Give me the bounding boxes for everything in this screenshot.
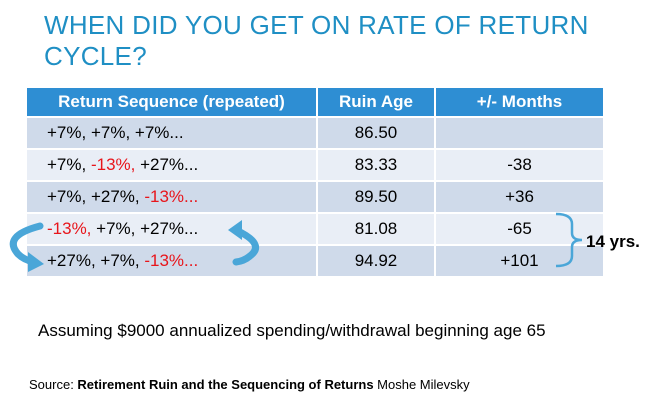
months-cell: +36	[435, 180, 603, 213]
return-value: +7%,	[100, 251, 145, 270]
months-cell: -38	[435, 148, 603, 181]
return-value: +7%,	[90, 123, 135, 142]
return-value: -13%,	[47, 219, 97, 238]
return-value: +7%,	[47, 123, 91, 142]
table-row: +7%, -13%, +27%... 83.33 -38	[27, 148, 603, 181]
ruin-age-cell: 83.33	[317, 148, 436, 181]
ruin-age-cell: 86.50	[317, 116, 436, 149]
return-sequence-cell: +7%, +7%, +7%...	[27, 116, 318, 149]
return-value: -13%,	[90, 155, 141, 174]
swap-arrow-right-head-icon	[228, 220, 242, 240]
table-row: -13%, +7%, +27%... 81.08 -65	[27, 212, 603, 245]
return-sequence-table: Return Sequence (repeated) Ruin Age +/- …	[27, 88, 603, 276]
ruin-age-cell: 89.50	[317, 180, 436, 213]
header-return-sequence: Return Sequence (repeated)	[27, 88, 318, 117]
source-citation: Source: Retirement Ruin and the Sequenci…	[29, 377, 470, 392]
table-row: +7%, +7%, +7%... 86.50	[27, 116, 603, 149]
brace-icon	[555, 212, 583, 268]
return-value: +27%,	[90, 187, 145, 206]
ruin-age-cell: 81.08	[317, 212, 436, 245]
source-title: Retirement Ruin and the Sequencing of Re…	[77, 377, 374, 392]
return-value: +7%,	[47, 155, 91, 174]
return-sequence-cell: +27%, +7%, -13%...	[27, 244, 318, 276]
brace-label: 14 yrs.	[586, 232, 640, 251]
return-value: +7%,	[96, 219, 141, 238]
months-cell	[435, 116, 603, 149]
table-header-row: Return Sequence (repeated) Ruin Age +/- …	[27, 88, 603, 117]
return-value: +27%...	[140, 155, 199, 174]
return-sequence-cell: -13%, +7%, +27%...	[27, 212, 318, 245]
assumption-note: Assuming $9000 annualized spending/withd…	[38, 321, 546, 340]
return-value: +7%,	[47, 187, 91, 206]
table-row: +27%, +7%, -13%... 94.92 +101	[27, 244, 603, 276]
return-value: +7%...	[134, 123, 184, 142]
return-value: +27%,	[47, 251, 101, 270]
return-sequence-cell: +7%, -13%, +27%...	[27, 148, 318, 181]
header-months: +/- Months	[435, 88, 603, 117]
swap-arrow-left-icon	[9, 222, 44, 266]
header-ruin-age: Ruin Age	[317, 88, 436, 117]
return-value: +27%...	[140, 219, 199, 238]
return-value: -13%...	[144, 251, 199, 270]
slide-title: WHEN DID YOU GET ON RATE OF RETURN CYCLE…	[44, 10, 589, 71]
months-cell: +101	[435, 244, 603, 276]
swap-arrow-left-head-icon	[28, 252, 44, 272]
table-row: +7%, +27%, -13%... 89.50 +36	[27, 180, 603, 213]
swap-arrow-right-icon	[232, 226, 260, 266]
return-value: -13%...	[144, 187, 199, 206]
source-prefix: Source:	[29, 377, 78, 392]
ruin-age-cell: 94.92	[317, 244, 436, 276]
return-sequence-cell: +7%, +27%, -13%...	[27, 180, 318, 213]
source-author: Moshe Milevsky	[373, 377, 470, 392]
